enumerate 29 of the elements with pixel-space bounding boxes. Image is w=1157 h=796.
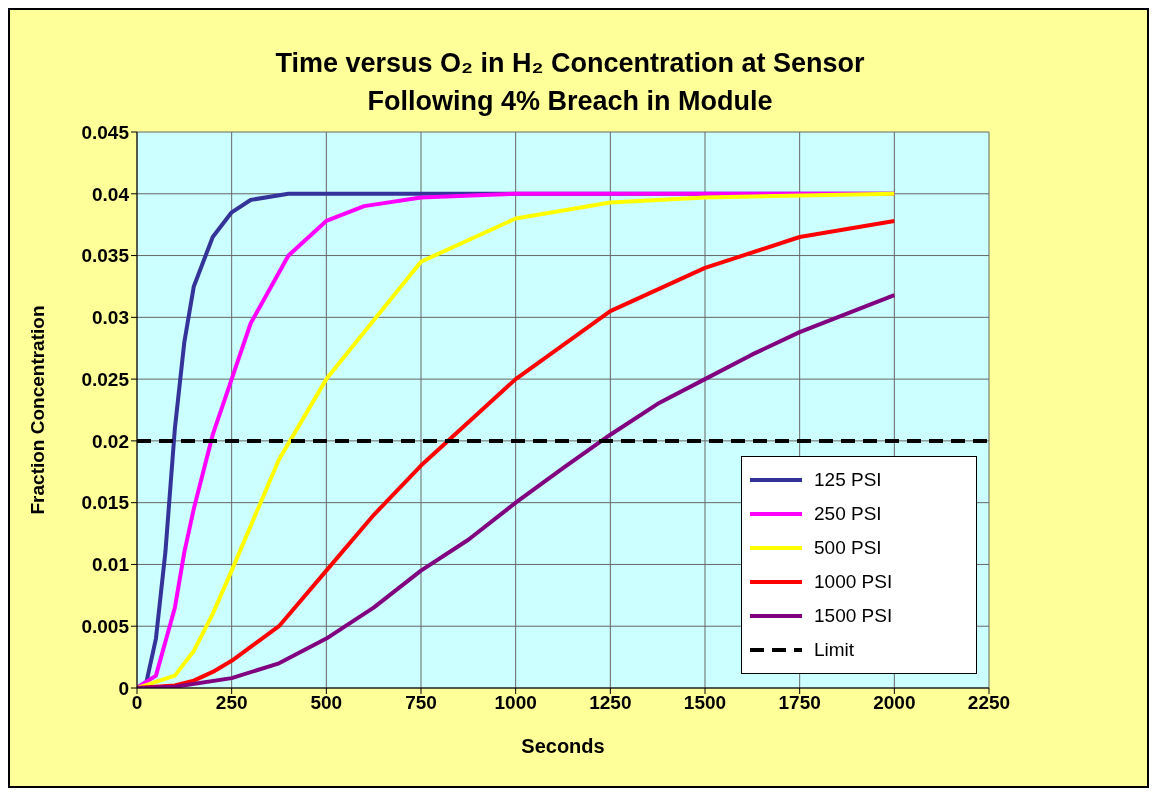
y-tick-label: 0.04 [92, 183, 130, 205]
y-tick-label: 0 [118, 677, 129, 699]
legend-label: 500 PSI [814, 537, 882, 559]
y-tick-label: 0.03 [92, 307, 129, 329]
y-axis-title: Fraction Concentration [26, 305, 48, 515]
chart-title: Time versus O₂ in H₂ Concentration at Sensor Following 4% Breach in Module [274, 47, 866, 118]
x-axis-title: Seconds [521, 735, 605, 757]
x-tick-label: 750 [405, 692, 437, 714]
y-tick-label: 0.02 [92, 430, 129, 452]
legend-label: 1000 PSI [814, 571, 893, 593]
x-tick-label: 1000 [494, 692, 537, 714]
y-tick-label: 0.035 [81, 245, 130, 267]
y-tick-label: 0.015 [81, 492, 130, 514]
line-series [137, 293, 897, 688]
x-tick-label: 500 [310, 692, 343, 714]
legend-label: 250 PSI [814, 503, 882, 525]
x-tick-label: 1500 [683, 692, 727, 714]
y-tick-label: 0.005 [81, 615, 130, 637]
x-tick-label: 2000 [873, 692, 916, 714]
legend-label: 125 PSI [814, 469, 882, 491]
x-tick-label: 1750 [778, 692, 821, 714]
y-tick-label: 0.025 [81, 368, 130, 390]
y-tick-label: 0.045 [81, 121, 130, 143]
x-tick-label: 1250 [589, 692, 632, 714]
x-tick-label: 2250 [967, 692, 1011, 714]
y-tick-label: 0.01 [92, 554, 130, 576]
legend-label: Limit [814, 639, 855, 661]
x-tick-label: 250 [215, 692, 248, 714]
legend-label: 1500 PSI [814, 605, 893, 627]
